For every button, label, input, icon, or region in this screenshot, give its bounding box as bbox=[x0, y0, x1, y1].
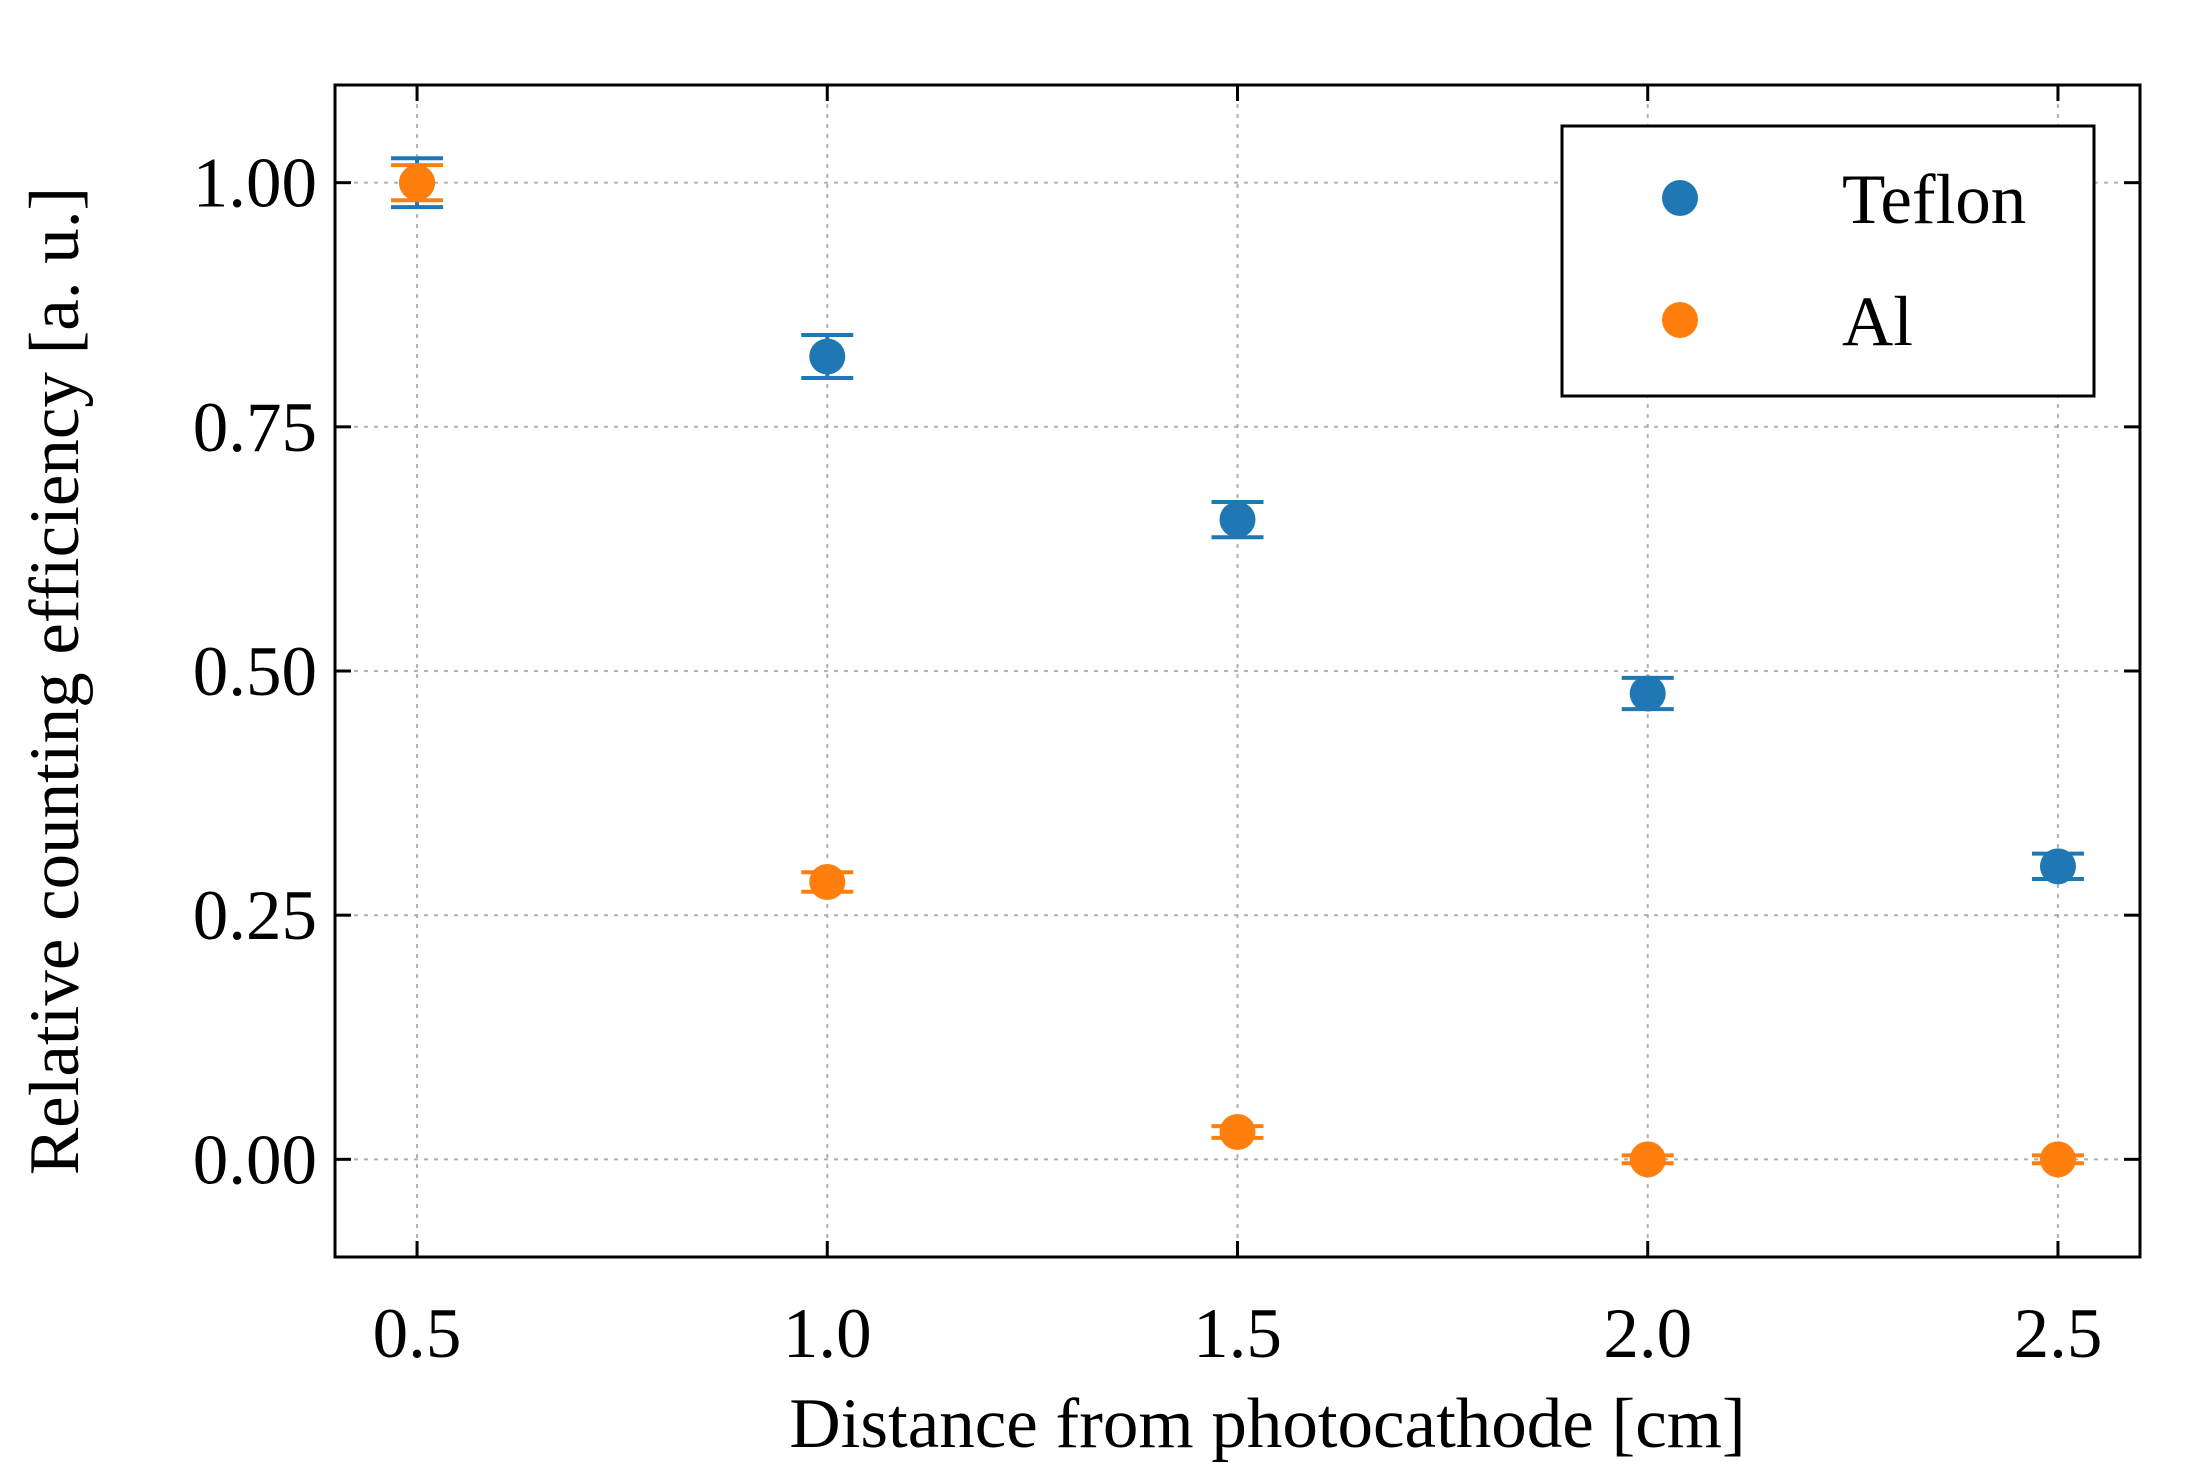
data-point bbox=[1219, 501, 1256, 538]
data-point bbox=[2039, 848, 2076, 885]
grid-lines bbox=[333, 83, 2142, 1259]
axis-ticks bbox=[335, 85, 2140, 1257]
y-tick-labels: 0.00 0.25 0.50 0.75 1.00 bbox=[193, 145, 317, 1200]
data-point bbox=[1219, 1113, 1256, 1150]
x-tick-label: 2.0 bbox=[1603, 1295, 1692, 1373]
legend-label: Al bbox=[1842, 283, 1913, 361]
legend-label: Teflon bbox=[1842, 161, 2026, 239]
data-point bbox=[809, 863, 846, 900]
data-point bbox=[1629, 675, 1666, 712]
x-tick-labels: 0.5 1.0 1.5 2.0 2.5 bbox=[373, 1295, 2103, 1373]
y-axis-title: Relative counting efficiency [a. u.] bbox=[16, 187, 94, 1175]
data-point bbox=[399, 164, 436, 201]
data-point bbox=[1629, 1141, 1666, 1178]
series-al bbox=[391, 163, 2084, 1178]
y-tick-label: 0.75 bbox=[193, 389, 317, 467]
legend-marker bbox=[1662, 180, 1698, 216]
x-tick-label: 0.5 bbox=[373, 1295, 462, 1373]
legend-marker bbox=[1662, 302, 1698, 338]
y-tick-label: 0.00 bbox=[193, 1121, 317, 1199]
legend-box bbox=[1560, 124, 2096, 398]
data-point bbox=[2039, 1141, 2076, 1178]
y-tick-label: 0.25 bbox=[193, 877, 317, 955]
x-tick-label: 1.0 bbox=[783, 1295, 872, 1373]
series-teflon bbox=[391, 156, 2084, 885]
y-tick-label: 0.50 bbox=[193, 633, 317, 711]
legend: Teflon Al bbox=[1560, 124, 2096, 398]
x-tick-label: 1.5 bbox=[1193, 1295, 1282, 1373]
data-point bbox=[809, 338, 846, 375]
x-tick-label: 2.5 bbox=[2014, 1295, 2103, 1373]
data-points bbox=[391, 156, 2084, 1178]
x-axis-title: Distance from photocathode [cm] bbox=[789, 1385, 1745, 1463]
y-tick-label: 1.00 bbox=[193, 145, 317, 223]
